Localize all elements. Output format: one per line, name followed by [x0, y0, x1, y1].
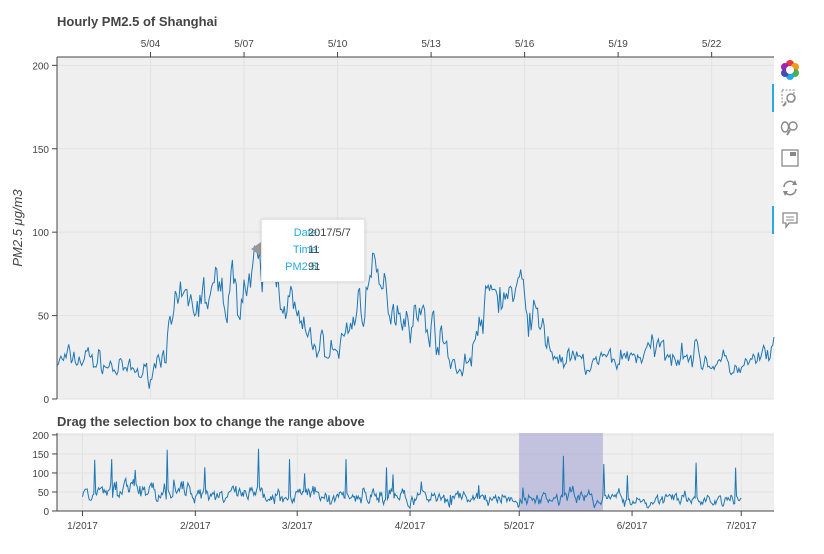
y-tick-label: 50: [38, 312, 50, 323]
x-tick-label: 6/2017: [617, 521, 648, 532]
x-tick-label: 5/16: [515, 39, 535, 50]
y-tick-label: 100: [32, 469, 49, 480]
y-tick-label: 200: [32, 431, 49, 442]
tooltip-date-value: 2017/5/7: [308, 227, 351, 239]
x-tick-label: 5/19: [608, 39, 628, 50]
tooltip-pointer: [251, 242, 261, 256]
y-tick-label: 150: [32, 450, 49, 461]
main-y-axis: 0 50 100 150 200: [32, 61, 57, 406]
overview-y-axis: 0 50 100 150 200: [32, 431, 57, 518]
main-x-axis: 5/04 5/07 5/10 5/13 5/16 5/19 5/22: [141, 39, 722, 57]
box-zoom-icon[interactable]: [772, 84, 805, 112]
overview-series-line: [82, 448, 742, 510]
pm25-series-line: [56, 244, 775, 389]
x-tick-label: 7/2017: [726, 521, 757, 532]
x-tick-label: 5/22: [702, 39, 722, 50]
tooltip-row-date: Date: 2017/5/7: [262, 225, 362, 241]
y-tick-label: 0: [43, 395, 49, 406]
tooltip-pm25-value: 91: [308, 261, 321, 273]
tooltip-date-label: Date:: [293, 227, 320, 239]
y-tick-label: 50: [38, 488, 50, 499]
y-tick-label: 0: [43, 507, 49, 518]
x-tick-label: 5/04: [141, 39, 161, 50]
hover-icon[interactable]: [772, 206, 805, 234]
bokeh-logo-icon[interactable]: [775, 56, 805, 84]
main-grid: [57, 57, 774, 400]
overview-chart-title: Drag the selection box to change the ran…: [57, 414, 365, 429]
wheel-zoom-icon[interactable]: [775, 114, 805, 142]
x-tick-label: 4/2017: [395, 521, 426, 532]
x-tick-label: 5/10: [328, 39, 348, 50]
x-tick-label: 1/2017: [67, 521, 98, 532]
x-tick-label: 2/2017: [180, 521, 211, 532]
y-tick-label: 150: [32, 145, 49, 156]
overview-x-axis: 1/2017 2/2017 3/2017 4/2017 5/2017 6/2017 7/20…: [67, 511, 757, 532]
tooltip-time-label: Time:: [292, 244, 320, 256]
tooltip-time-value: 11: [308, 244, 320, 256]
x-tick-label: 5/2017: [504, 521, 535, 532]
main-plot-area[interactable]: [57, 57, 774, 399]
hover-tooltip: Date: 2017/5/7 Time: 11 PM2.5: 91: [261, 219, 365, 282]
reset-icon[interactable]: [775, 174, 805, 202]
save-icon[interactable]: [775, 144, 805, 172]
y-tick-label: 200: [32, 61, 49, 72]
y-axis-label: PM2.5 μg/m3: [10, 189, 25, 267]
x-tick-label: 5/07: [234, 39, 254, 50]
tooltip-row-time: Time: 11: [262, 242, 362, 258]
x-tick-label: 5/13: [421, 39, 441, 50]
tooltip-row-pm25: PM2.5: 91: [262, 259, 362, 275]
main-chart-title: Hourly PM2.5 of Shanghai: [57, 14, 217, 29]
y-tick-label: 100: [32, 228, 49, 239]
tooltip-pm25-label: PM2.5:: [285, 261, 320, 273]
x-tick-label: 3/2017: [282, 521, 313, 532]
overview-plot-area[interactable]: [57, 433, 774, 511]
